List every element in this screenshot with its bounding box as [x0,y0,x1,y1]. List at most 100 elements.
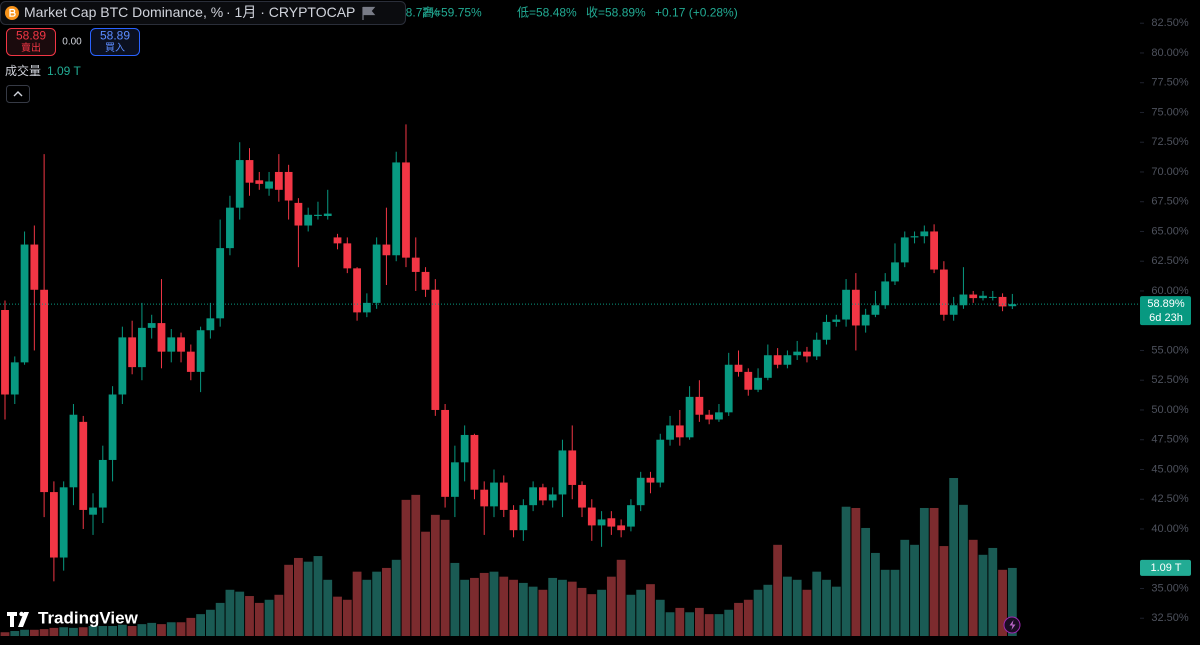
candle-body [235,160,244,208]
volume-bar [215,602,225,636]
candle-body [539,487,547,501]
volume-bar [450,562,460,636]
volume-bar [704,614,714,636]
volume-bar [1007,567,1017,636]
candle-body [617,525,626,531]
y-tick-label: 67.50% [1151,196,1189,208]
buy-button[interactable]: 58.89 買入 [90,28,140,56]
y-tick-label: 35.00% [1151,582,1189,594]
candle-body [372,244,381,303]
volume-axis-label: 1.09 T [1151,562,1182,574]
ohlc-value: +0.17 (+0.28%) [655,6,738,20]
volume-bar [626,594,636,636]
candle-body [128,337,137,368]
y-tick-label: 55.00% [1151,344,1189,356]
candle-body [783,355,792,365]
candle-body [851,289,860,326]
candle-body [881,281,890,306]
candle-body [157,323,166,352]
candle-body [79,421,88,510]
volume-bar [254,602,264,636]
lightning-button[interactable] [1003,616,1021,634]
candle-body [773,355,782,365]
volume-bar [665,612,675,636]
volume-bar [910,544,919,636]
symbol-title[interactable]: Market Cap BTC Dominance, % · 1月 · CRYPT… [0,1,406,25]
candle-body [734,364,743,372]
candle-body [382,244,391,256]
candle-body [353,268,361,313]
title: Market Cap BTC Dominance, % [24,4,223,20]
volume-bar [421,531,430,636]
volume-bar [880,569,890,636]
flag-icon [362,6,376,20]
candle-body [871,305,880,315]
y-tick-label: 80.00% [1151,47,1189,59]
candle-body [548,494,557,501]
candle-body [255,180,264,184]
y-tick-label: 77.50% [1151,77,1189,89]
candle-body [411,257,420,272]
candle-body [216,248,225,319]
buy-box [90,28,140,56]
candle-body [832,319,841,322]
ohlc-legend: 開=58.72%高=59.75% 低=58.48% 收=58.89% +0.17 (+… [380,5,738,20]
ohlc-value: 收=58.89% [586,6,646,20]
collapse-button[interactable] [6,85,30,103]
volume-bar [675,607,685,636]
volume-bar [597,589,606,636]
y-tick-label: 65.00% [1151,225,1189,237]
volume-bar [430,514,440,636]
candle-body [587,507,596,526]
volume-title: 成交量 [5,63,41,78]
candle-body [226,207,234,249]
volume-bar [166,622,176,636]
volume-bar [78,627,88,636]
volume-bar [988,547,998,636]
candle-body [294,202,303,226]
volume-bar [606,576,616,636]
logo-text: TradingView [38,608,139,627]
volume-bar [900,539,910,636]
volume-bar [382,567,391,636]
volume-bar [714,614,724,636]
logo: TradingView [7,608,139,627]
volume-bar [509,579,518,636]
lightning-icon [1009,620,1016,630]
volume-bar [792,579,802,636]
volume-bar [460,579,470,636]
volume-bar [558,579,567,636]
volume-bar [117,624,127,636]
sell-button[interactable]: 58.89 賣出 [6,28,56,56]
y-tick-label: 60.00% [1151,285,1189,297]
volume-bar [783,576,792,636]
volume-bar [176,622,186,636]
ohlc-value: 低=58.48% [517,6,577,20]
candle-body [900,237,909,263]
volume-bar [773,544,783,636]
countdown: 6d 23h [1149,312,1183,324]
candle-body [30,244,39,290]
volume-bar [401,499,411,636]
candle-body [705,414,714,420]
volume-bar [274,594,284,636]
volume-bar [29,629,39,636]
candle-body [441,409,449,497]
candle-body [480,489,489,507]
candle-body [910,236,919,238]
candle-body [284,171,293,201]
candle-body [108,394,117,460]
volume-bar [49,627,59,636]
candle-body [40,289,49,493]
volume-bar [538,589,548,636]
volume-bar [724,609,734,636]
candle-body [314,214,322,216]
candle-body [89,507,97,515]
candle-body [460,434,469,463]
candle-body [519,505,528,531]
volume-bar [861,527,871,636]
volume-bar [841,506,851,636]
volume-bar [157,624,166,636]
candle-body [167,337,176,352]
candle-body [675,425,684,438]
